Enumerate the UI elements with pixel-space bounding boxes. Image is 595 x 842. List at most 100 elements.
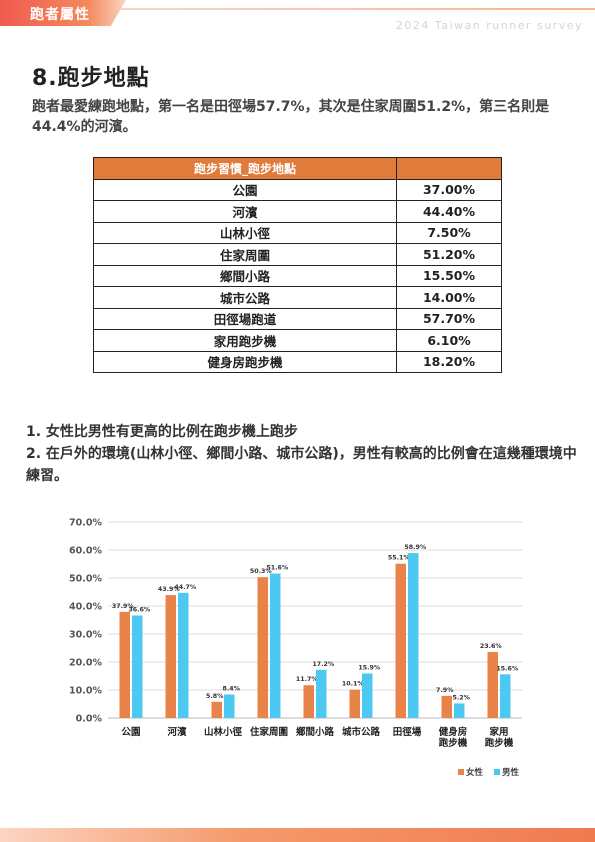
data-label: 23.6% (480, 643, 503, 650)
table-cell-place: 山林小徑 (93, 221, 397, 244)
table-row: 家用跑步機 6.10% (93, 329, 502, 352)
table-cell-place: 公園 (93, 178, 397, 201)
bar-male (316, 669, 327, 718)
table-header-row: 跑步習慣_跑步地點 (93, 157, 502, 180)
location-table: 跑步習慣_跑步地點 公園 37.00% 河濱 44.40% 山林小徑 7.50% 住家周圍 5… (93, 157, 502, 373)
data-label: 10.1% (342, 681, 365, 688)
bar-female (487, 651, 498, 718)
table-cell-place: 家用跑步機 (93, 329, 397, 352)
bar-male (500, 674, 511, 718)
x-tick-label: 河濱 (167, 726, 187, 738)
bar-female (303, 685, 314, 718)
data-label: 8.4% (223, 685, 241, 692)
data-label: 5.2% (453, 694, 471, 701)
data-label: 17.2% (312, 661, 335, 668)
table-cell-value: 14.00% (396, 286, 502, 309)
data-label: 51.6% (266, 565, 289, 572)
table-cell-value: 15.50% (396, 264, 502, 287)
table-header-place: 跑步習慣_跑步地點 (93, 157, 397, 180)
page-title: 8.跑步地點 (32, 66, 150, 91)
y-tick-label: 60.0% (69, 546, 102, 557)
table-row: 鄉間小路 15.50% (93, 264, 502, 287)
table-cell-value: 51.20% (396, 243, 502, 266)
bar-female (257, 577, 268, 718)
bar-female (349, 689, 360, 718)
table-row: 公園 37.00% (93, 178, 502, 201)
x-tick-label: 城市公路 (342, 726, 381, 738)
legend-label: 女性 (466, 767, 484, 778)
table-header-value (396, 157, 502, 180)
bar-male (132, 615, 143, 718)
table-row: 城市公路 14.00% (93, 286, 502, 309)
table-row: 山林小徑 7.50% (93, 221, 502, 244)
data-label: 36.6% (128, 607, 151, 614)
table-body: 公園 37.00% 河濱 44.40% 山林小徑 7.50% 住家周圍 51.20% 鄉間小路 1… (93, 178, 502, 373)
table-row: 田徑場跑道 57.70% (93, 307, 502, 330)
y-tick-label: 10.0% (69, 686, 102, 697)
bar-female (441, 695, 452, 718)
x-tick-label: 田徑場 (393, 726, 422, 738)
table-cell-value: 44.40% (396, 200, 502, 223)
data-label: 15.6% (496, 665, 519, 672)
legend-swatch (494, 769, 500, 775)
table-row: 住家周圍 51.20% (93, 243, 502, 266)
bar-male (408, 553, 419, 718)
survey-label: 2024 Taiwan runner survey (395, 19, 583, 32)
data-label: 55.1% (388, 555, 411, 562)
notes: 1. 女性比男性有更高的比例在跑步機上跑步 2. 在戶外的環境(山林小徑、鄉間小… (26, 421, 581, 487)
data-label: 50.3% (250, 568, 273, 575)
bar-male (224, 694, 235, 718)
data-label: 7.9% (436, 687, 454, 694)
header-divider (120, 8, 595, 10)
bar-female (165, 595, 176, 718)
table-row: 河濱 44.40% (93, 200, 502, 223)
bar-male (454, 703, 465, 718)
bar-female (211, 701, 222, 718)
legend-label: 男性 (502, 767, 520, 778)
bar-male (362, 673, 373, 718)
x-tick-label: 住家周圍 (250, 726, 288, 738)
note-2: 2. 在戶外的環境(山林小徑、鄉間小路、城市公路)，男性有較高的比例會在這幾種環… (26, 446, 577, 484)
footer-bar (0, 828, 595, 842)
data-label: 15.9% (358, 664, 381, 671)
y-tick-label: 30.0% (69, 630, 102, 641)
data-label: 11.7% (296, 676, 319, 683)
data-label: 5.8% (206, 693, 224, 700)
section-tag-label: 跑者屬性 (30, 7, 90, 23)
y-tick-label: 70.0% (69, 518, 102, 529)
x-tick-label: 公園 (121, 727, 140, 738)
x-tick-label: 跑步機 (485, 737, 514, 749)
table-cell-value: 37.00% (396, 178, 502, 201)
data-label: 58.9% (404, 544, 427, 551)
table-cell-value: 6.10% (396, 329, 502, 352)
y-tick-label: 0.0% (76, 714, 103, 725)
table-cell-place: 鄉間小路 (93, 264, 397, 287)
x-tick-label: 鄉間小路 (296, 726, 335, 738)
table-cell-place: 住家周圍 (93, 243, 397, 266)
x-tick-label: 健身房 (439, 726, 468, 738)
table-cell-value: 7.50% (396, 221, 502, 244)
section-tag: 跑者屬性 (0, 0, 126, 26)
note-1: 1. 女性比男性有更高的比例在跑步機上跑步 (26, 424, 298, 440)
data-label: 44.7% (174, 584, 197, 591)
x-tick-label: 家用 (489, 726, 508, 738)
table-cell-value: 18.20% (396, 350, 502, 373)
y-tick-label: 40.0% (69, 602, 102, 613)
table-cell-place: 田徑場跑道 (93, 307, 397, 330)
data-label: 43.9% (158, 586, 181, 593)
bar-female (395, 563, 406, 718)
bar-male (178, 592, 189, 718)
intro-text: 跑者最愛練跑地點，第一名是田徑場57.7%，其次是住家周圍51.2%，第三名則是… (32, 99, 550, 135)
bar-female (119, 611, 130, 718)
x-tick-label: 跑步機 (439, 737, 468, 749)
table-cell-value: 57.70% (396, 307, 502, 330)
x-tick-label: 山林小徑 (204, 726, 243, 738)
table-cell-place: 河濱 (93, 200, 397, 223)
data-label: 37.9% (112, 603, 135, 610)
legend-swatch (458, 769, 464, 775)
table-cell-place: 城市公路 (93, 286, 397, 309)
y-tick-label: 20.0% (69, 658, 102, 669)
gender-location-chart: 0.0% 10.0% 20.0% 30.0% 40.0% 50.0% 60.0% 70.0% 3… (69, 518, 522, 778)
y-tick-label: 50.0% (69, 574, 102, 585)
table-cell-place: 健身房跑步機 (93, 350, 397, 373)
